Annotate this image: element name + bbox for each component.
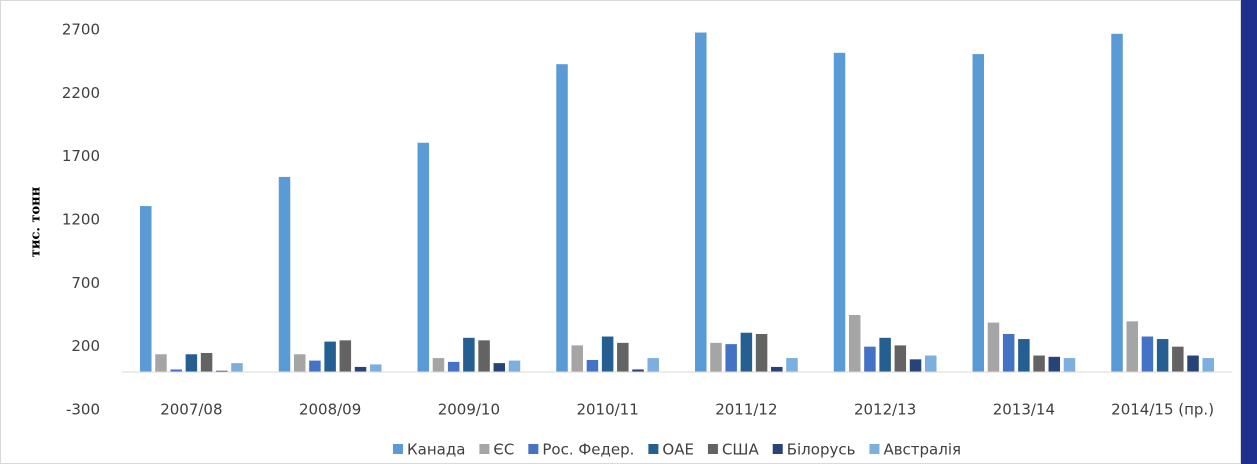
bar bbox=[1202, 358, 1214, 372]
y-tick-label: 2200 bbox=[62, 84, 100, 102]
bar bbox=[493, 363, 506, 372]
bar bbox=[771, 366, 783, 372]
bar bbox=[339, 340, 352, 372]
legend: Канада ЄС Рос. Федер. ОАЕ США Білорусь Австрал… bbox=[392, 441, 961, 459]
bar bbox=[1111, 33, 1123, 373]
bar bbox=[140, 206, 152, 372]
bar bbox=[972, 54, 985, 373]
bar bbox=[601, 336, 614, 372]
legend-label: ЄС bbox=[493, 441, 514, 459]
x-tick-label: 2012/13 bbox=[854, 401, 916, 419]
bar bbox=[231, 363, 243, 372]
y-axis-title: тис. тонн bbox=[29, 186, 44, 257]
bar bbox=[740, 332, 753, 372]
legend-label: Білорусь bbox=[787, 441, 856, 459]
bar bbox=[848, 315, 861, 372]
bar bbox=[293, 354, 306, 372]
legend-swatch bbox=[392, 444, 403, 454]
bar bbox=[1187, 355, 1199, 372]
bar bbox=[786, 358, 798, 372]
x-tick-label: 2014/15 (пр.) bbox=[1111, 401, 1214, 419]
x-tick-label: 2009/10 bbox=[438, 401, 500, 419]
bar bbox=[324, 341, 336, 372]
bar bbox=[833, 52, 846, 373]
bar bbox=[369, 364, 382, 372]
bar bbox=[586, 359, 599, 372]
bar bbox=[417, 142, 430, 372]
legend-swatch bbox=[648, 444, 659, 454]
x-tick-label: 2008/09 bbox=[299, 401, 361, 419]
bar bbox=[1063, 358, 1076, 372]
bar bbox=[879, 337, 891, 372]
bar bbox=[725, 344, 737, 372]
bar bbox=[987, 322, 1000, 372]
bar bbox=[695, 32, 707, 373]
x-tick-label: 2013/14 bbox=[993, 401, 1055, 419]
bar bbox=[170, 369, 182, 372]
bar bbox=[1002, 334, 1015, 372]
bar bbox=[354, 366, 367, 372]
y-tick-label: 2700 bbox=[62, 21, 100, 39]
bar bbox=[216, 370, 228, 372]
bar bbox=[1141, 336, 1154, 372]
bar bbox=[1126, 321, 1138, 372]
x-tick-label: 2011/12 bbox=[715, 401, 777, 419]
bar bbox=[617, 342, 629, 372]
legend-swatch bbox=[479, 444, 490, 454]
bar bbox=[278, 176, 291, 372]
bar bbox=[185, 354, 198, 372]
y-tick-label: 1200 bbox=[62, 211, 100, 229]
y-tick-label: 200 bbox=[71, 337, 100, 355]
bar bbox=[447, 361, 460, 372]
bar bbox=[432, 358, 445, 372]
y-tick-label: 700 bbox=[71, 274, 100, 292]
bar bbox=[632, 369, 644, 372]
legend-swatch bbox=[528, 444, 539, 454]
bar bbox=[309, 360, 321, 372]
x-tick-label: 2010/11 bbox=[576, 401, 638, 419]
bar bbox=[1048, 356, 1061, 372]
bar bbox=[909, 359, 922, 372]
legend-swatch bbox=[772, 444, 783, 454]
y-tick-label: 1700 bbox=[62, 147, 100, 165]
bar bbox=[478, 340, 490, 372]
legend-label: ОАЕ bbox=[662, 441, 694, 459]
bar bbox=[864, 346, 876, 372]
legend-label: Канада bbox=[407, 441, 465, 459]
legend-swatch bbox=[707, 444, 718, 454]
bar bbox=[556, 64, 568, 372]
bar bbox=[508, 360, 521, 372]
x-tick-label: 2007/08 bbox=[160, 401, 222, 419]
legend-label: Рос. Федер. bbox=[542, 441, 634, 459]
legend-label: США bbox=[722, 441, 760, 459]
bar bbox=[155, 354, 167, 372]
bar bbox=[1018, 339, 1030, 372]
bar bbox=[1172, 346, 1184, 372]
bar bbox=[463, 337, 475, 372]
bar bbox=[710, 342, 722, 372]
y-tick-label: -300 bbox=[66, 401, 100, 419]
bar bbox=[200, 353, 213, 372]
bar bbox=[571, 345, 583, 372]
bar bbox=[647, 358, 659, 372]
bar bbox=[755, 334, 768, 372]
legend-label: Австралія bbox=[883, 441, 961, 459]
bar bbox=[1156, 339, 1169, 372]
legend-swatch bbox=[869, 444, 880, 454]
bar bbox=[894, 345, 907, 372]
bar bbox=[1033, 355, 1045, 372]
side-strip bbox=[1241, 0, 1257, 464]
bar bbox=[924, 355, 937, 372]
